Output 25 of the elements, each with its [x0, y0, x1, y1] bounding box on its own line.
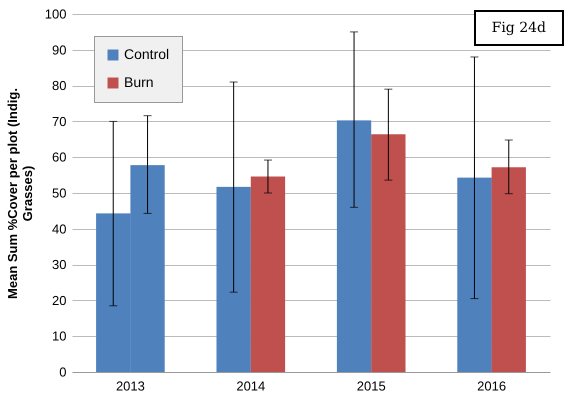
bar	[371, 134, 406, 372]
y-tick-label: 0	[59, 364, 66, 380]
legend-label: Burn	[124, 74, 154, 90]
bar	[457, 178, 492, 372]
bar	[492, 167, 526, 372]
y-tick-label: 80	[52, 78, 66, 94]
y-tick-label: 40	[52, 221, 66, 236]
y-tick-label: 20	[52, 292, 66, 308]
x-tick-label: 2016	[477, 378, 506, 394]
y-tick-label: 70	[52, 114, 66, 129]
bar	[336, 120, 372, 372]
x-tick-label: 2014	[236, 378, 266, 394]
legend-label: Control	[124, 46, 170, 62]
x-tick-label: 2015	[356, 378, 386, 394]
y-tick-label: 90	[52, 42, 66, 58]
y-tick-label: 30	[52, 257, 66, 272]
annotation: Fig 24d	[474, 10, 564, 46]
y-tick-label: 50	[52, 186, 66, 200]
y-tick-label: 60	[52, 150, 66, 165]
bar	[216, 186, 251, 372]
y-tick-label: 10	[52, 328, 66, 344]
bar	[250, 176, 286, 372]
y-axis-title: Mean Sum %Cover per plot (Indig. Grasses)	[4, 88, 35, 299]
y-tick-label: 100	[44, 6, 66, 22]
x-tick-label: 2013	[116, 378, 145, 394]
